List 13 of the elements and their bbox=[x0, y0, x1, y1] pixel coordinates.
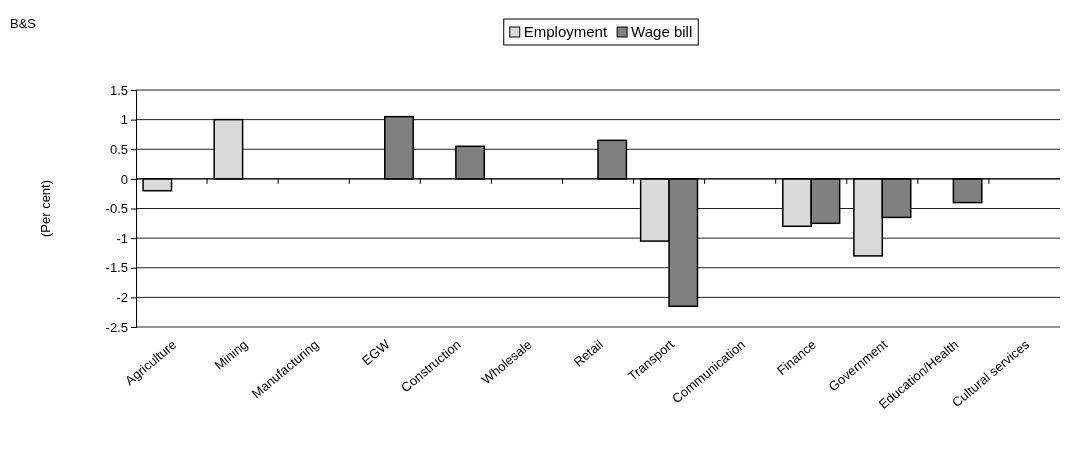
y-tick-label: 0 bbox=[120, 171, 128, 187]
y-axis-title: (Per cent) bbox=[38, 179, 53, 238]
y-tick-label: 1 bbox=[120, 112, 128, 128]
legend-label: Employment bbox=[523, 23, 608, 41]
legend-label: Wage bill bbox=[631, 23, 693, 41]
y-tick-label: -2 bbox=[116, 290, 128, 306]
y-tick-label: 0.5 bbox=[109, 141, 128, 157]
y-tick-label: 1.5 bbox=[109, 82, 128, 98]
y-tick-label: -1.5 bbox=[105, 260, 128, 276]
y-tick-label: -2.5 bbox=[105, 319, 128, 335]
y-tick-label: -0.5 bbox=[105, 201, 128, 217]
y-tick-label: -1 bbox=[116, 230, 128, 246]
text: B&S bbox=[10, 16, 37, 31]
